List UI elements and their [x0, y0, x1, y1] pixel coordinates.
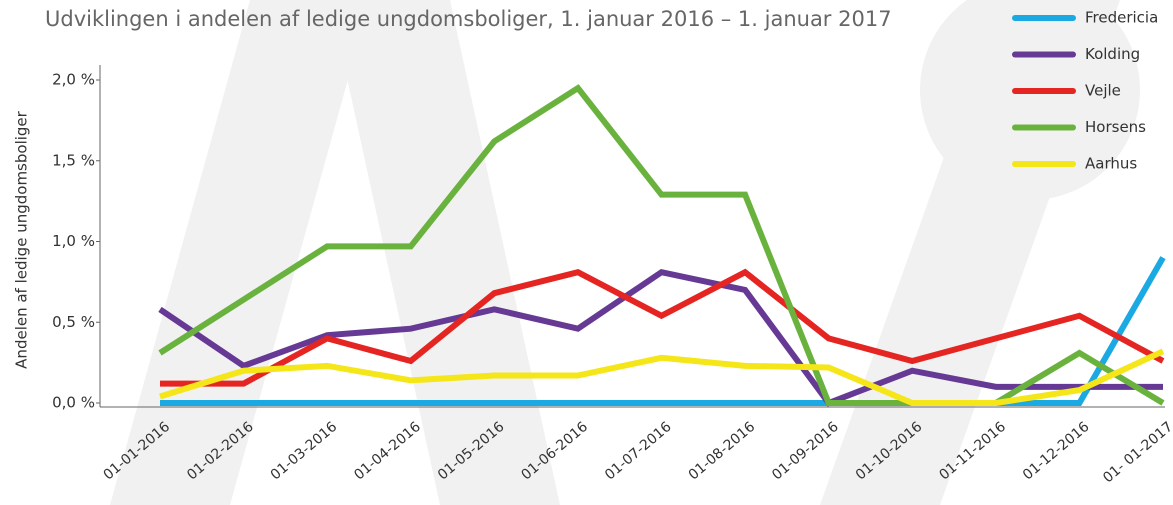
y-tick-label: 2,0 %: [52, 71, 95, 89]
x-tick-label: 01-12-2016: [1020, 419, 1093, 484]
chart: Udviklingen i andelen af ledige ungdomsb…: [0, 0, 1173, 505]
y-tick-label: 1,5 %: [52, 151, 95, 169]
x-tick-label: 01-08-2016: [686, 419, 759, 484]
legend-label: Aarhus: [1085, 155, 1137, 173]
y-tick-label: 0,0 %: [52, 394, 95, 412]
legend-label: Vejle: [1085, 82, 1121, 100]
x-tick-label: 01- 01-2017: [1100, 419, 1173, 486]
x-tick-label: 01-09-2016: [769, 419, 842, 484]
y-axis-label: Andelen af ledige ungdomsboliger: [13, 110, 31, 368]
y-tick-label: 1,0 %: [52, 232, 95, 250]
legend-label: Fredericia: [1085, 9, 1158, 27]
chart-title: Udviklingen i andelen af ledige ungdomsb…: [45, 7, 892, 31]
x-tick-label: 01-07-2016: [602, 419, 675, 484]
legend-label: Horsens: [1085, 118, 1146, 136]
y-tick-label: 0,5 %: [52, 313, 95, 331]
x-tick-label: 01-03-2016: [268, 419, 341, 484]
x-tick-label: 01-04-2016: [351, 419, 424, 484]
legend-label: Kolding: [1085, 45, 1140, 63]
